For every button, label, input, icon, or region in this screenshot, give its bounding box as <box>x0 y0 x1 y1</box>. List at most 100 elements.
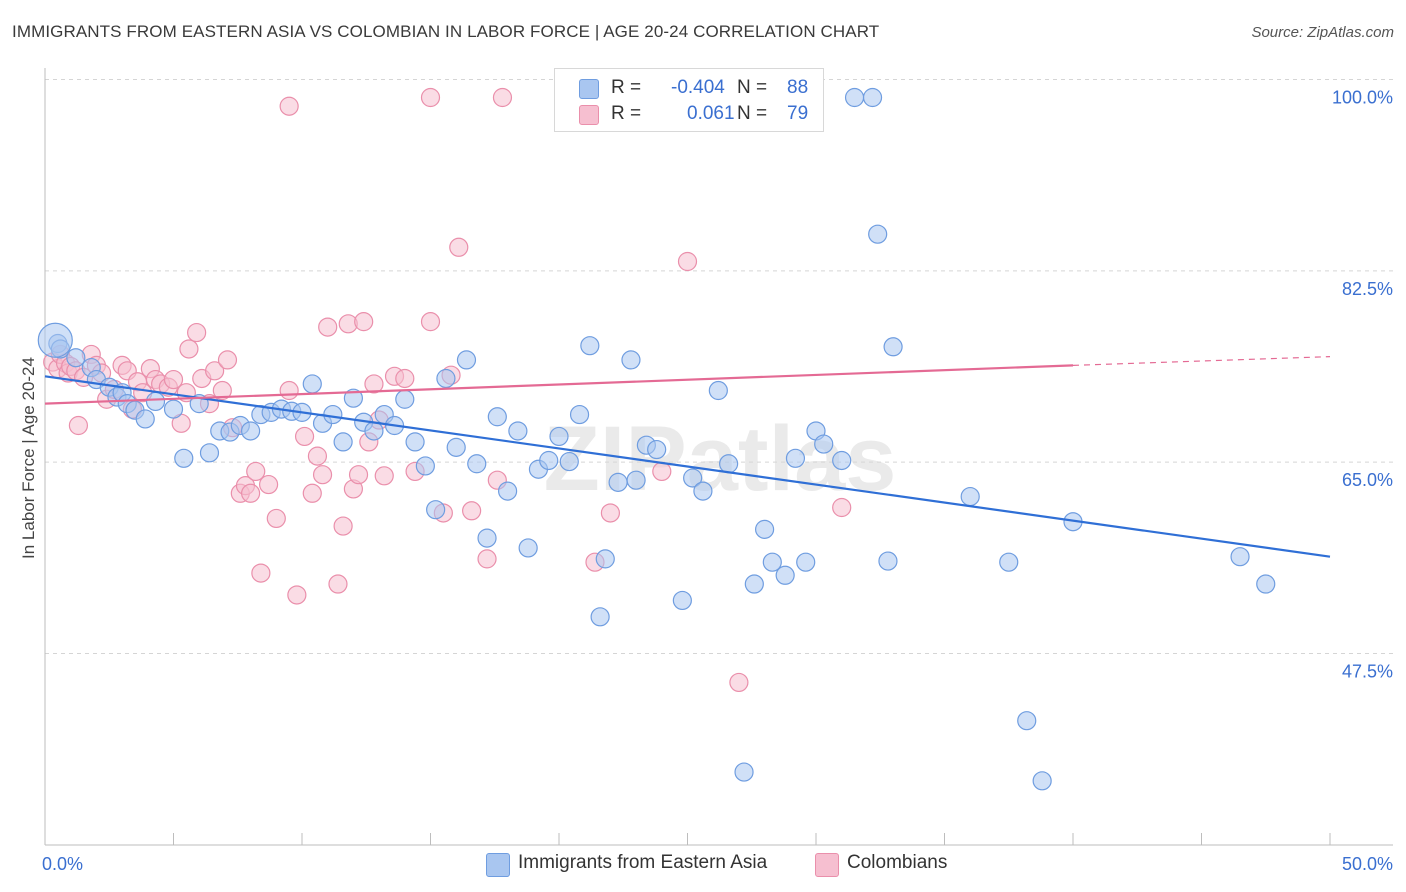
colombians-point <box>600 503 621 523</box>
eastern-asia-point <box>693 481 713 501</box>
eastern-asia-point <box>647 439 667 460</box>
eastern-asia-point <box>754 519 775 539</box>
eastern-asia-point <box>626 470 646 490</box>
colombians-point <box>652 461 672 482</box>
x-tick-label-right: 50.0% <box>1342 854 1393 874</box>
legend-r-label: R = <box>611 77 642 98</box>
legend-r-value: -0.404 <box>671 77 725 98</box>
eastern-asia-point <box>37 322 73 358</box>
bottom-legend-label: Colombians <box>847 852 948 873</box>
eastern-asia-point <box>518 538 538 558</box>
legend-r-value: 0.061 <box>687 103 735 124</box>
y-tick-label: 65.0% <box>1342 470 1393 490</box>
chart-title: IMMIGRANTS FROM EASTERN ASIA VS COLOMBIA… <box>12 22 880 41</box>
eastern-asia-point <box>999 552 1019 572</box>
y-tick-labels: 47.5% 65.0% 82.5% 100.0% <box>1332 88 1393 682</box>
eastern-asia-point <box>844 87 865 108</box>
colombians-point <box>462 501 482 521</box>
axes <box>44 68 1393 846</box>
bottom-legend-swatch-pink <box>815 853 839 877</box>
eastern-asia-point <box>145 391 166 412</box>
eastern-asia-point <box>814 434 834 454</box>
eastern-asia-point <box>559 451 579 472</box>
eastern-asia-point <box>708 380 728 401</box>
legend-swatch-pink <box>579 105 599 125</box>
eastern-asia-point <box>549 426 569 447</box>
colombians-point <box>318 317 338 337</box>
legend-n-label: N = <box>737 103 768 124</box>
colombians-point <box>302 483 322 503</box>
eastern-asia-point <box>744 574 764 594</box>
y-tick-label: 82.5% <box>1342 279 1393 299</box>
eastern-asia-point <box>302 374 322 394</box>
colombians-point <box>287 585 307 605</box>
eastern-asia-point <box>621 350 641 370</box>
legend-r-label: R = <box>611 103 642 124</box>
eastern-asia-point <box>883 337 903 357</box>
eastern-asia-point <box>734 762 754 782</box>
eastern-asia-point <box>174 448 194 468</box>
colombians-point <box>279 96 299 116</box>
colombians-point <box>279 380 299 401</box>
eastern-asia-points <box>37 87 1276 791</box>
legend-swatch-blue <box>579 79 599 99</box>
colombians-point <box>328 574 348 594</box>
grid-lines <box>45 79 1393 654</box>
colombians-point <box>333 516 353 536</box>
colombians-point <box>212 380 232 401</box>
colombians-point <box>179 339 199 359</box>
colombians-point <box>420 312 441 332</box>
colombians-point <box>677 251 698 272</box>
eastern-asia-point <box>683 468 703 488</box>
bottom-legend-swatch-blue <box>486 853 510 877</box>
eastern-asia-point <box>608 472 628 492</box>
colombians-point <box>205 361 225 381</box>
y-tick-label: 100.0% <box>1332 88 1393 108</box>
eastern-asia-point <box>436 368 456 389</box>
legend-n-value: 88 <box>787 77 809 98</box>
eastern-asia-point <box>862 87 883 108</box>
eastern-asia-point <box>163 399 184 419</box>
eastern-asia-point <box>775 565 795 585</box>
y-tick-label: 47.5% <box>1342 662 1393 682</box>
colombians-point <box>241 483 261 503</box>
eastern-asia-point <box>498 481 518 501</box>
eastern-asia-point <box>456 350 477 370</box>
eastern-asia-point <box>1017 711 1037 731</box>
eastern-asia-point <box>467 454 487 474</box>
colombians-point <box>312 465 333 485</box>
colombians-point <box>217 350 238 370</box>
colombians-point <box>187 322 207 343</box>
legend-box: R = -0.404 N = 88 R = 0.061 N = 79 <box>554 68 824 132</box>
colombians-point <box>364 374 384 394</box>
eastern-asia-point <box>832 450 852 471</box>
eastern-asia-point <box>508 421 528 441</box>
eastern-asia-point <box>960 486 980 507</box>
y-axis-label: In Labor Force | Age 20-24 <box>19 357 38 559</box>
colombians-point <box>395 368 415 389</box>
eastern-asia-point <box>785 448 806 468</box>
eastern-asia-point <box>405 432 425 452</box>
colombians-point <box>449 237 469 257</box>
colombians-point <box>246 461 266 482</box>
eastern-asia-trend-line <box>44 375 1331 558</box>
eastern-asia-point <box>569 404 590 425</box>
bottom-legend-label: Immigrants from Eastern Asia <box>518 852 768 873</box>
trend-lines <box>44 356 1331 558</box>
colombians-point <box>294 426 315 447</box>
eastern-asia-point <box>477 528 497 548</box>
eastern-asia-point <box>333 432 353 452</box>
eastern-asia-point <box>878 551 898 571</box>
x-tick-label-left: 0.0% <box>42 854 83 874</box>
colombians-point <box>258 474 279 495</box>
eastern-asia-point <box>539 450 559 471</box>
eastern-asia-point <box>199 443 220 463</box>
eastern-asia-point <box>343 388 363 408</box>
legend-n-value: 79 <box>787 103 809 124</box>
eastern-asia-point <box>395 389 415 409</box>
eastern-asia-point <box>415 456 435 476</box>
colombians-point <box>266 508 286 529</box>
colombians-point <box>354 312 374 332</box>
eastern-asia-point <box>426 500 446 520</box>
